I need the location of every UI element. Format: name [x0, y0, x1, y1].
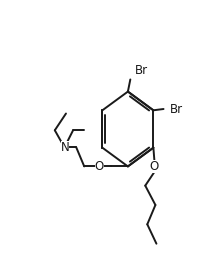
- Text: O: O: [149, 160, 158, 173]
- Text: N: N: [60, 141, 69, 154]
- Text: Br: Br: [134, 64, 147, 77]
- Text: Br: Br: [169, 102, 182, 116]
- Text: O: O: [94, 160, 104, 173]
